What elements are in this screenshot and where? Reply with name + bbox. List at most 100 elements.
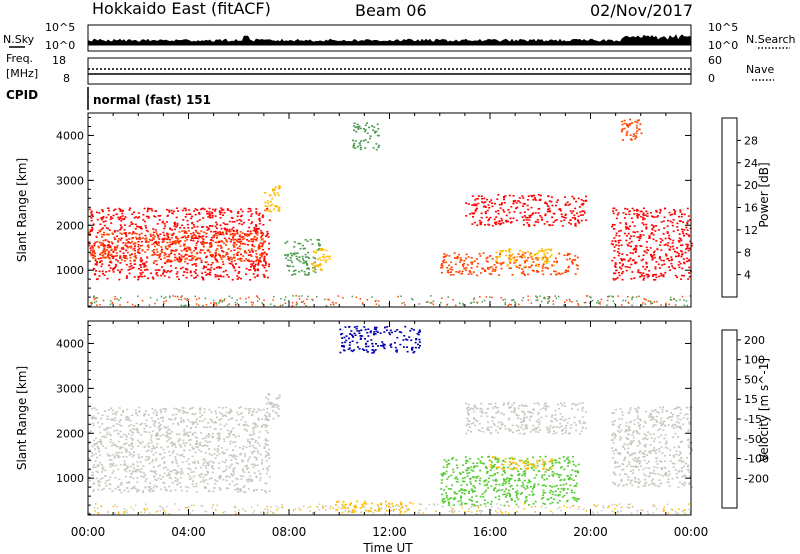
heatmap-cell (139, 275, 142, 277)
heatmap-cell (216, 450, 219, 453)
heatmap-cell (157, 269, 160, 271)
heatmap-cell (623, 232, 626, 235)
heatmap-cell (231, 264, 234, 267)
heatmap-cell (633, 209, 636, 212)
heatmap-cell (528, 494, 531, 496)
heatmap-cell (185, 276, 188, 279)
heatmap-cell (570, 424, 573, 426)
heatmap-cell (558, 208, 561, 211)
heatmap-cell (555, 432, 558, 434)
heatmap-cell (176, 295, 179, 298)
heatmap-cell (499, 262, 502, 265)
heatmap-cell (274, 194, 277, 196)
heatmap-cell (493, 424, 496, 426)
heatmap-cell (558, 252, 561, 255)
heatmap-cell (289, 256, 292, 259)
heatmap-cell (522, 273, 525, 275)
heatmap-cell (371, 349, 374, 351)
heatmap-cell (99, 481, 102, 484)
heatmap-cell (341, 341, 344, 344)
heatmap-cell (121, 218, 124, 220)
heatmap-cell (210, 411, 213, 413)
heatmap-cell (474, 424, 476, 427)
heatmap-cell (513, 466, 516, 469)
heatmap-cell (199, 476, 202, 478)
heatmap-cell (237, 435, 240, 437)
heatmap-cell (195, 491, 198, 493)
heatmap-cell (182, 219, 185, 221)
heatmap-cell (185, 213, 188, 216)
heatmap-cell (177, 465, 180, 467)
heatmap-cell (648, 270, 651, 272)
heatmap-cell (131, 414, 134, 416)
heatmap-cell (165, 247, 167, 250)
heatmap-cell (179, 226, 182, 229)
heatmap-cell (166, 255, 169, 258)
heatmap-cell (93, 407, 96, 409)
heatmap-cell (190, 274, 193, 277)
heatmap-cell (137, 469, 140, 472)
heatmap-cell (351, 350, 354, 353)
heatmap-cell (491, 474, 494, 477)
heatmap-cell (480, 415, 483, 417)
heatmap-cell (306, 263, 309, 265)
heatmap-cell (639, 237, 642, 240)
heatmap-cell (490, 199, 493, 201)
heatmap-cell (512, 200, 515, 202)
heatmap-cell (101, 467, 104, 470)
heatmap-cell (615, 244, 618, 246)
heatmap-cell (227, 487, 230, 490)
heatmap-cell (644, 303, 646, 305)
heatmap-cell (125, 419, 128, 421)
heatmap-cell (456, 480, 459, 483)
heatmap-cell (303, 261, 306, 264)
heatmap-cell (262, 224, 265, 226)
heatmap-cell (159, 464, 161, 467)
heatmap-cell (115, 454, 118, 456)
heatmap-cell (508, 407, 511, 409)
heatmap-cell (236, 254, 239, 256)
heatmap-cell (218, 266, 221, 268)
heatmap-cell (481, 301, 484, 303)
heatmap-cell (552, 475, 555, 477)
heatmap-cell (120, 425, 123, 427)
heatmap-cell (548, 209, 551, 212)
heatmap-cell (112, 442, 115, 444)
heatmap-cell (531, 490, 534, 493)
heatmap-cell (236, 229, 239, 231)
heatmap-cell (88, 479, 91, 482)
heatmap-cell (100, 242, 103, 244)
heatmap-cell (574, 224, 577, 226)
heatmap-cell (484, 206, 487, 208)
heatmap-cell (257, 259, 260, 261)
heatmap-cell (357, 128, 360, 130)
heatmap-cell (544, 297, 546, 300)
heatmap-cell (267, 236, 270, 238)
heatmap-cell (520, 485, 523, 487)
heatmap-cell (537, 208, 540, 210)
heatmap-cell (625, 239, 628, 242)
heatmap-cell (122, 252, 125, 254)
heatmap-cell (500, 267, 503, 270)
heatmap-cell (99, 438, 102, 441)
heatmap-cell (129, 429, 132, 432)
heatmap-cell (106, 453, 109, 456)
heatmap-cell (205, 304, 208, 306)
heatmap-cell (412, 351, 415, 354)
heatmap-cell (270, 303, 272, 305)
heatmap-cell (501, 219, 503, 222)
heatmap-cell (248, 410, 251, 412)
heatmap-cell (244, 428, 247, 431)
heatmap-cell (94, 258, 97, 260)
heatmap-cell (239, 446, 241, 449)
heatmap-cell (540, 216, 543, 219)
heatmap-cell (358, 332, 361, 334)
heatmap-cell (153, 425, 156, 427)
heatmap-cell (663, 244, 666, 246)
heatmap-cell (226, 228, 229, 231)
heatmap-cell (99, 230, 102, 232)
heatmap-cell (579, 433, 581, 435)
heatmap-cell (666, 244, 669, 247)
heatmap-cell (266, 467, 269, 469)
heatmap-cell (558, 457, 561, 460)
